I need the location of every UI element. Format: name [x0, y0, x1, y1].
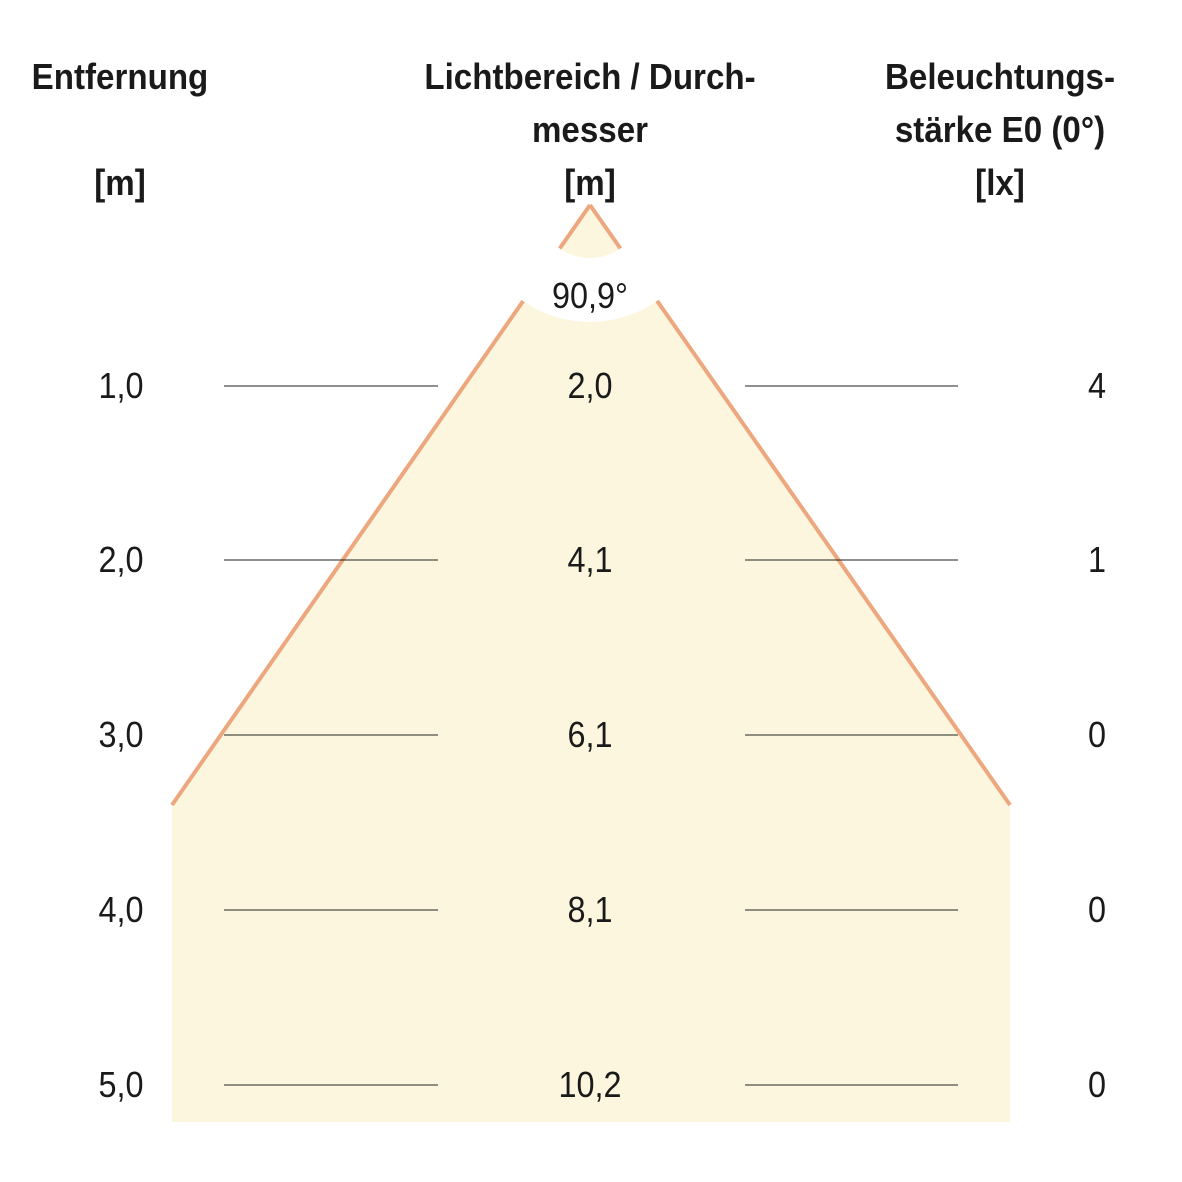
diameter-value: 10,2: [558, 1064, 622, 1105]
cone-edge-right: [588, 203, 1012, 807]
distance-value: 4,0: [98, 889, 144, 930]
lux-value: 0: [1087, 714, 1107, 755]
header-diameter-title: Lichtbereich / Durch-: [424, 56, 756, 97]
cone-fill: [172, 205, 1010, 1122]
cone-edge-left: [170, 203, 592, 807]
distance-value: 2,0: [98, 539, 144, 580]
lux-value: 0: [1087, 1064, 1107, 1105]
header-diameter-unit: [m]: [564, 162, 616, 203]
angle-gap: [473, 88, 707, 322]
diameter-value: 8,1: [567, 889, 613, 930]
header-distance-title: Entfernung: [31, 56, 209, 97]
header-illuminance-title2: stärke E0 (0°): [894, 109, 1106, 150]
beam-angle-label: 90,9°: [551, 275, 629, 316]
distance-value: 1,0: [98, 365, 144, 406]
header-illuminance: Beleuchtungs- stärke E0 (0°) [lx]: [862, 50, 1138, 209]
lux-value: 4: [1087, 365, 1107, 406]
lux-value: 0: [1087, 889, 1107, 930]
header-illuminance-title: Beleuchtungs-: [884, 56, 1115, 97]
diameter-value: 6,1: [567, 714, 613, 755]
header-diameter-title2: messer: [531, 109, 649, 150]
header-diameter: Lichtbereich / Durch- messer [m]: [406, 50, 774, 209]
distance-value: 3,0: [98, 714, 144, 755]
lux-value: 1: [1087, 539, 1107, 580]
header-distance-unit: [m]: [94, 162, 146, 203]
diameter-value: 4,1: [567, 539, 613, 580]
diameter-value: 2,0: [567, 365, 613, 406]
header-distance: Entfernung [m]: [19, 50, 221, 209]
distance-value: 5,0: [98, 1064, 144, 1105]
header-illuminance-unit: [lx]: [975, 162, 1025, 203]
